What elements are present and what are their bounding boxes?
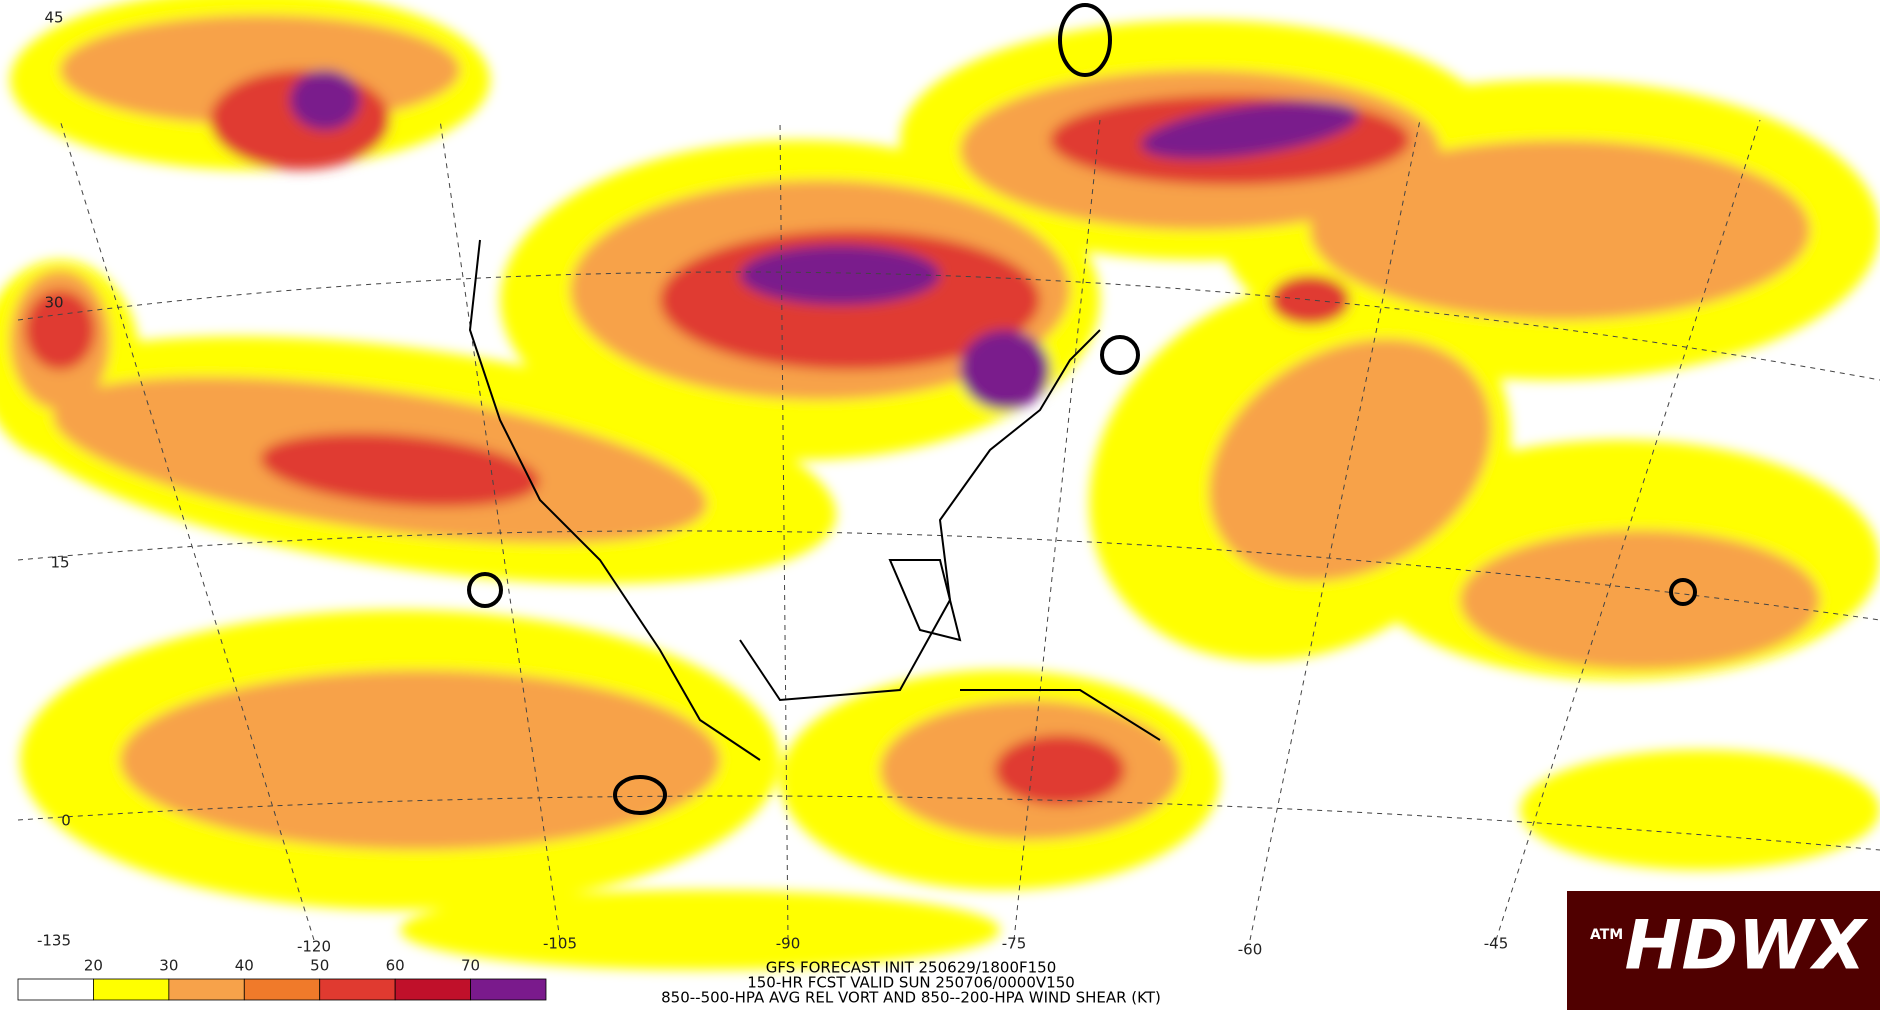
map: 45 30 15 0 -135 -120 -105 -90 -75 -60 -45: [0, 0, 1880, 970]
logo-text: HDWX: [1625, 907, 1869, 986]
longitude-labels: -135 -120 -105 -90 -75 -60 -45: [37, 932, 1508, 959]
logo-badge: ATM: [1590, 927, 1623, 943]
graticule: [17, 119, 1880, 941]
latitude-label: 0: [61, 812, 71, 830]
coastlines: [467, 3, 1697, 815]
longitude-label: -120: [297, 938, 331, 956]
colorbar-swatch: [93, 978, 170, 1001]
colorbar-label: 40: [235, 957, 254, 975]
colorbar-swatch: [394, 978, 471, 1001]
caption: GFS FORECAST INIT 250629/1800F150150-HR …: [661, 959, 1161, 1007]
latitude-label: 45: [44, 9, 63, 27]
caption-line: 850--500-HPA AVG REL VORT AND 850--200-H…: [661, 989, 1161, 1007]
logo-background: [1567, 891, 1880, 1010]
logo: ATM HDWX: [1567, 891, 1880, 1010]
colorbar-swatch: [168, 978, 245, 1001]
longitude-label: -105: [543, 935, 577, 953]
longitude-label: -60: [1238, 941, 1263, 959]
longitude-label: -135: [37, 932, 71, 950]
colorbar-swatch: [470, 978, 547, 1001]
colorbar: 20 30 40 50 60 70: [17, 957, 547, 1001]
colorbar-label: 30: [159, 957, 178, 975]
colorbar-swatch: [17, 978, 94, 1001]
longitude-label: -75: [1002, 935, 1027, 953]
colorbar-label: 50: [310, 957, 329, 975]
latitude-label: 30: [44, 294, 63, 312]
colorbar-swatch: [243, 978, 321, 1001]
colorbar-label: 60: [386, 957, 405, 975]
colorbar-swatch: [319, 978, 396, 1001]
caption-line: GFS FORECAST INIT 250629/1800F150: [766, 959, 1057, 977]
colorbar-label: 20: [84, 957, 103, 975]
colorbar-label: 70: [461, 957, 480, 975]
longitude-label: -90: [776, 935, 801, 953]
longitude-label: -45: [1484, 935, 1509, 953]
latitude-label: 15: [50, 554, 69, 572]
shear-field: [0, 0, 1880, 970]
caption-line: 150-HR FCST VALID SUN 250706/0000V150: [747, 974, 1075, 992]
latitude-labels: 45 30 15 0: [44, 9, 70, 830]
